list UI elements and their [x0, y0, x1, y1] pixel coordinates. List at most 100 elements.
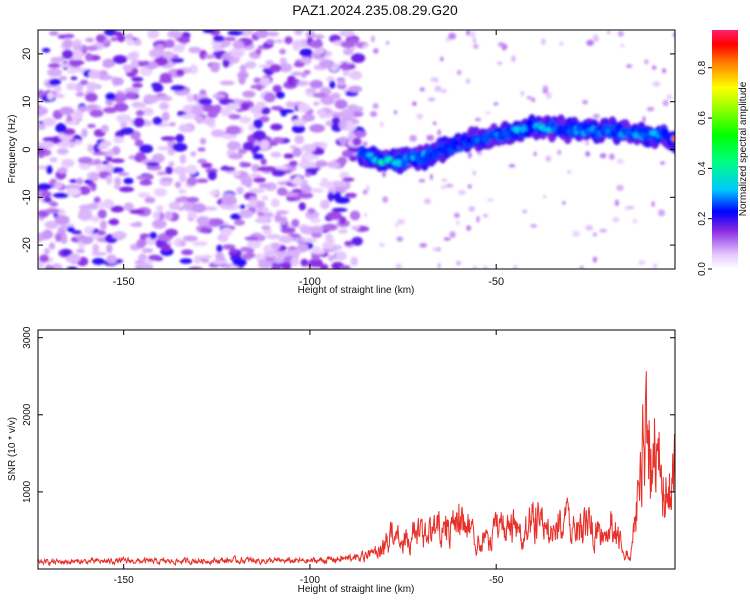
noise-speck	[373, 48, 379, 54]
noise-speck	[614, 199, 620, 207]
noise-speck	[620, 43, 625, 48]
noise-blob	[301, 143, 316, 153]
noise-speck	[393, 110, 398, 115]
noise-blob	[123, 177, 134, 185]
noise-blob	[49, 201, 59, 207]
spectrogram-x-axis-label: Height of straight line (km)	[298, 285, 415, 296]
noise-blob	[271, 242, 281, 251]
noise-speck	[530, 224, 538, 228]
noise-blob	[136, 239, 146, 249]
noise-blob	[76, 248, 85, 254]
noise-speck	[448, 32, 457, 40]
noise-blob	[49, 31, 59, 36]
noise-blob	[312, 92, 327, 98]
noise-blob	[327, 191, 334, 202]
noise-speck	[363, 213, 368, 217]
noise-blob	[199, 137, 207, 145]
noise-blob	[58, 75, 68, 81]
noise-blob	[152, 219, 167, 229]
noise-blob	[207, 170, 217, 181]
noise-speck	[609, 153, 615, 160]
noise-blob	[270, 151, 282, 158]
noise-blob	[275, 210, 289, 215]
noise-blob	[98, 70, 109, 76]
noise-blob	[245, 61, 257, 69]
noise-blob	[129, 222, 142, 227]
noise-blob	[85, 37, 95, 43]
noise-blob	[127, 52, 138, 61]
noise-blob	[78, 186, 91, 195]
noise-blob	[197, 158, 207, 164]
noise-blob	[289, 160, 298, 167]
noise-blob	[319, 263, 329, 269]
noise-blob	[57, 34, 67, 39]
noise-blob	[91, 251, 107, 256]
noise-blob	[286, 75, 297, 86]
noise-blob	[257, 211, 265, 217]
noise-blob	[161, 243, 171, 252]
noise-blob	[44, 265, 55, 269]
noise-blob	[131, 101, 143, 109]
noise-blob	[143, 94, 159, 104]
noise-speck	[457, 190, 466, 195]
noise-speck	[545, 92, 552, 100]
noise-blob	[332, 112, 344, 119]
snr-series-line	[38, 371, 675, 567]
noise-speck	[642, 116, 646, 123]
noise-blob	[191, 203, 207, 213]
noise-blob	[97, 74, 114, 81]
noise-blob	[353, 106, 364, 112]
noise-blob	[93, 143, 101, 153]
noise-blob	[265, 39, 275, 45]
noise-speck	[426, 134, 435, 141]
noise-blob	[179, 172, 187, 183]
noise-blob	[232, 171, 241, 177]
noise-blob	[161, 50, 174, 59]
noise-blob	[38, 124, 46, 130]
colorbar: 0.0 0.2 0.4 0.6 0.8 Normalized spectral ampl…	[697, 30, 749, 276]
noise-blob	[100, 124, 109, 133]
noise-blob	[188, 266, 203, 269]
noise-blob	[310, 217, 321, 224]
noise-blob	[305, 167, 319, 173]
noise-blob	[106, 254, 117, 265]
spectrogram-noise-blobs	[38, 30, 675, 269]
noise-blob	[337, 228, 348, 234]
noise-blob	[294, 30, 303, 36]
noise-blob	[153, 188, 168, 197]
colorbar-ticks: 0.0 0.2 0.4 0.6 0.8	[697, 60, 712, 276]
noise-blob	[252, 153, 264, 160]
noise-blob	[49, 156, 58, 163]
noise-blob	[93, 158, 101, 164]
noise-blob	[225, 125, 242, 135]
noise-speck	[617, 30, 624, 37]
noise-blob	[180, 114, 196, 119]
noise-blob	[92, 243, 99, 254]
noise-blob	[126, 38, 135, 46]
noise-speck	[643, 59, 649, 65]
noise-speck	[616, 159, 625, 164]
noise-blob	[292, 39, 302, 50]
spectrogram-x-tick-label: -150	[113, 276, 135, 288]
noise-blob	[131, 67, 139, 75]
noise-blob	[86, 104, 98, 111]
noise-blob	[339, 171, 350, 180]
noise-speck	[572, 230, 580, 237]
noise-blob	[255, 30, 269, 39]
noise-blob	[186, 176, 198, 186]
noise-blob	[342, 48, 354, 56]
noise-blob	[261, 225, 271, 230]
noise-blob	[141, 248, 154, 253]
noise-blob	[56, 148, 69, 155]
noise-blob	[259, 207, 270, 212]
noise-blob	[202, 30, 215, 34]
noise-blob	[249, 173, 262, 178]
colorbar-tick-label: 0.4	[697, 161, 708, 175]
noise-blob	[131, 82, 143, 89]
noise-blob	[193, 255, 202, 264]
noise-blob	[158, 102, 170, 111]
noise-speck	[476, 216, 480, 223]
noise-blob	[77, 156, 93, 164]
noise-blob	[116, 114, 132, 123]
